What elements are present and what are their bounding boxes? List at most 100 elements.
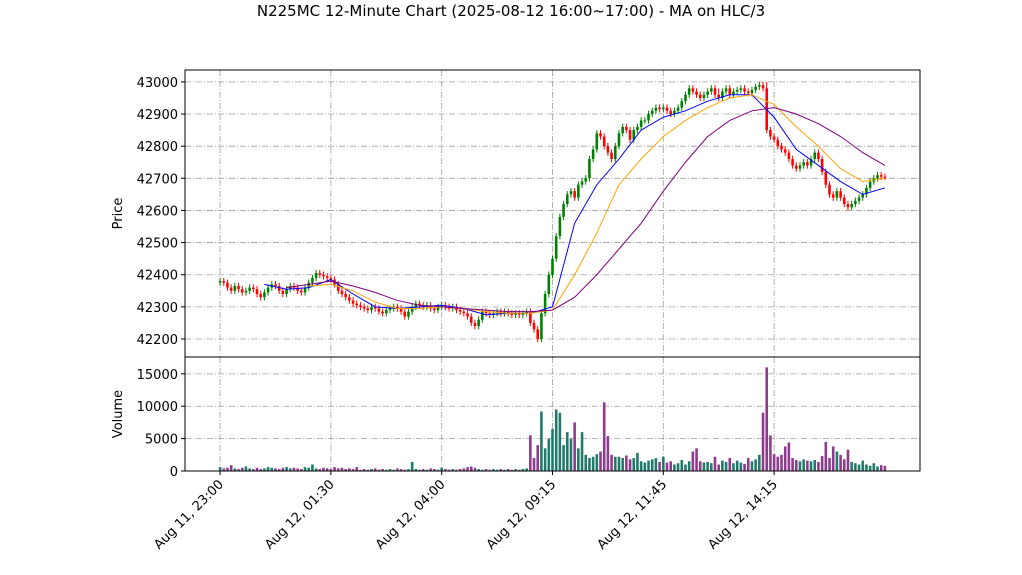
volume-bar [732,463,735,471]
volume-bar [433,469,436,471]
candle-body [418,303,421,306]
volume-bar [735,460,739,471]
candle-body [300,290,303,293]
candle-body [783,149,787,153]
candle-body [610,152,613,160]
volume-bar [665,462,669,471]
candle-body [617,133,621,147]
volume-bar [802,459,805,471]
candle-body [868,181,872,188]
volume-bar [263,468,266,471]
volume-bar [292,467,296,471]
volume-bar [879,465,883,471]
candle-body [259,294,263,298]
candle-body [506,311,510,314]
candle-body [355,303,359,306]
volume-bar [359,469,362,471]
volume-bar [558,412,562,471]
volume-bar [739,462,743,471]
volume-bar [602,402,606,471]
volume-bar [418,469,421,471]
candle-body [861,194,865,198]
volume-bar [868,465,872,471]
candle-body [806,162,809,166]
volume-bar [477,469,480,471]
candle-body [503,311,506,314]
volume-bar [525,468,528,471]
volume-bar [769,435,772,471]
candle-body [407,311,410,317]
volume-bar [296,468,299,471]
volume-bar [277,469,281,471]
candle-body [466,313,469,317]
candle-body [569,191,573,195]
volume-bar [248,468,251,471]
volume-bar [447,469,451,471]
candle-body [650,110,654,115]
candle-body [698,94,702,98]
volume-bar [514,469,517,471]
candle-body [776,139,780,147]
candle-body [743,88,746,92]
candle-body [226,282,229,288]
volume-bar [724,461,728,471]
candle-body [362,306,366,309]
candle-body [311,277,314,283]
candle-body [429,305,432,309]
volume-bar [329,469,333,471]
candle-body [839,191,842,198]
volume-bar [473,467,477,471]
volume-bar [510,469,514,471]
candle-body [473,322,477,327]
volume-bar [621,458,624,471]
candle-body [717,94,720,98]
volume-bar [455,469,458,471]
candle-body [521,313,525,315]
volume-bar [425,469,429,471]
y-tick-label: 0 [170,465,178,480]
volume-bar [288,468,292,471]
volume-bar [366,469,370,471]
volume-bar [798,461,802,471]
volume-bar [680,459,684,471]
candle-body [628,130,632,140]
volume-bar [824,441,828,471]
candle-body [706,91,709,95]
candle-body [266,287,270,293]
candle-body [388,308,392,311]
candle-body [318,273,322,275]
candle-body [340,290,344,295]
candle-body [879,175,883,177]
candle-body [654,107,658,111]
candle-body [307,282,311,288]
volume-bar [717,464,720,471]
volume-bar [861,460,865,471]
candle-body [436,306,440,311]
y-tick-label: 42500 [137,237,178,252]
candle-body [865,187,868,195]
candle-body [676,107,680,111]
volume-bar [252,469,255,471]
volume-bar [344,469,347,471]
y-tick-label: 42400 [137,269,178,284]
candle-body [846,204,850,208]
candle-body [820,159,824,172]
candle-body [850,204,853,208]
candle-body [366,308,370,311]
volume-bar [691,451,695,471]
moving-average-line [286,107,886,313]
volume-bar [658,461,661,471]
candle-body [540,313,543,340]
volume-bar [850,461,853,471]
volume-bar [606,436,610,471]
volume-bar [872,463,876,471]
y-tick-label: 42600 [137,204,178,219]
candle-body [732,91,735,95]
volume-bar [580,432,584,471]
candle-body [329,277,333,280]
candle-body [673,110,676,115]
candle-body [828,184,831,195]
candle-body [233,285,237,291]
candle-body [281,290,285,295]
candle-body [285,289,288,295]
